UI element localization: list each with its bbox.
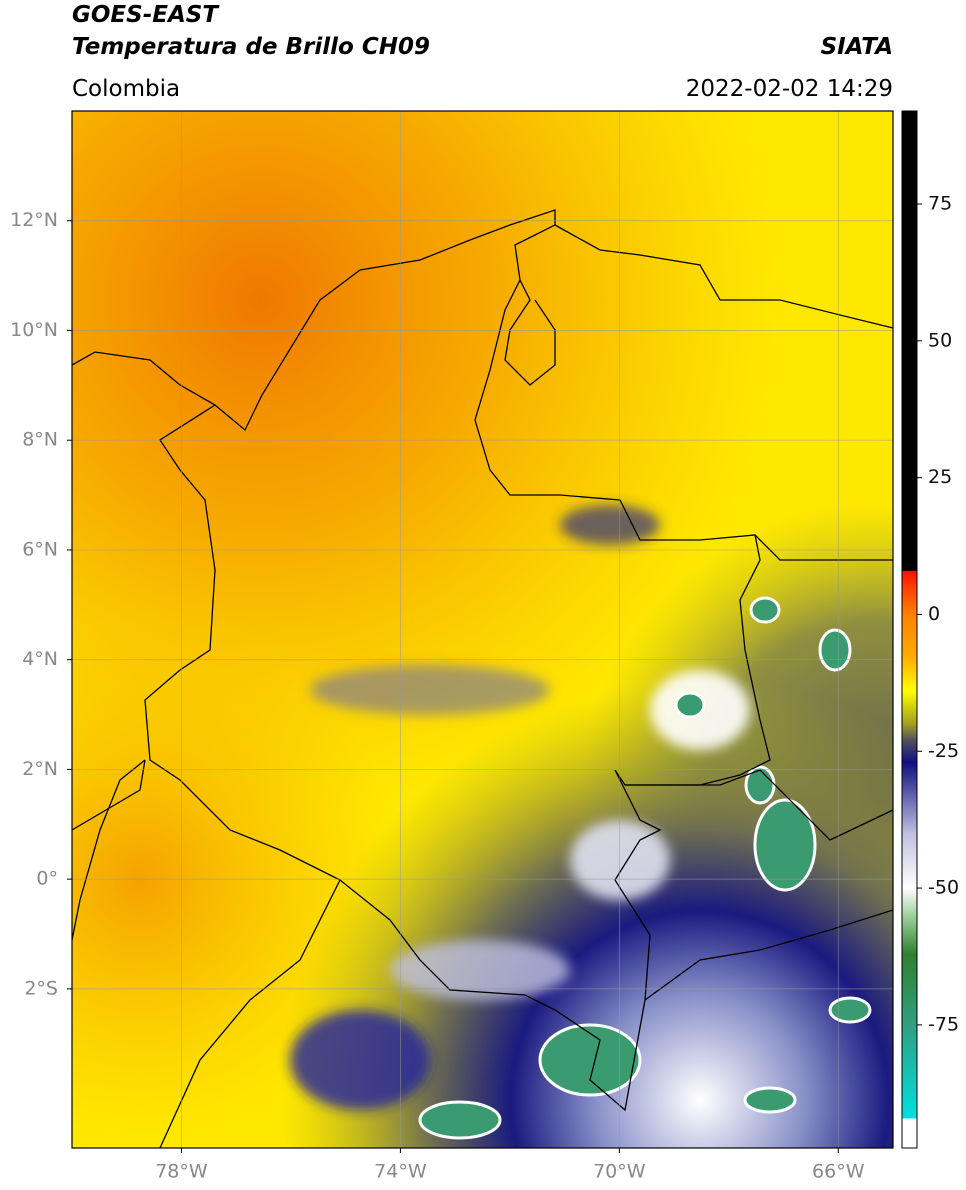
header-title: Temperatura de Brillo CH09 [72,34,430,60]
colorbar-tick-label: 25 [928,466,952,488]
header-region: Colombia [72,76,180,102]
colorbar-tick-label: 0 [928,603,940,625]
header-datetime: 2022-02-02 14:29 [686,76,893,102]
x-tick-label: 78°W [155,1161,208,1183]
y-tick-label: 6°N [22,538,58,560]
y-tick-label: 2°N [22,758,58,780]
y-tick-label: 10°N [10,319,58,341]
y-tick-label: 2°S [24,977,58,999]
x-tick-label: 74°W [374,1161,427,1183]
y-tick-label: 4°N [22,648,58,670]
x-tick-label: 70°W [593,1161,646,1183]
map-frame [71,110,894,1149]
y-tick-label: 12°N [10,209,58,231]
colorbar-tick-label: -75 [928,1013,959,1035]
colorbar-tick-label: -50 [928,877,959,899]
x-tick-label: 66°W [812,1161,865,1183]
y-tick-label: 8°N [22,429,58,451]
satellite-image [72,111,893,1148]
colorbar-tick-label: -25 [928,740,959,762]
header-line1: GOES-EAST [72,2,220,28]
header-source: SIATA [821,34,893,60]
colorbar-tick-label: 50 [928,329,952,351]
coastline [72,224,893,1148]
colorbar [901,110,918,1149]
y-tick-label: 0° [36,868,58,890]
graticule [72,111,893,1148]
colorbar-tick-label: 75 [928,193,952,215]
